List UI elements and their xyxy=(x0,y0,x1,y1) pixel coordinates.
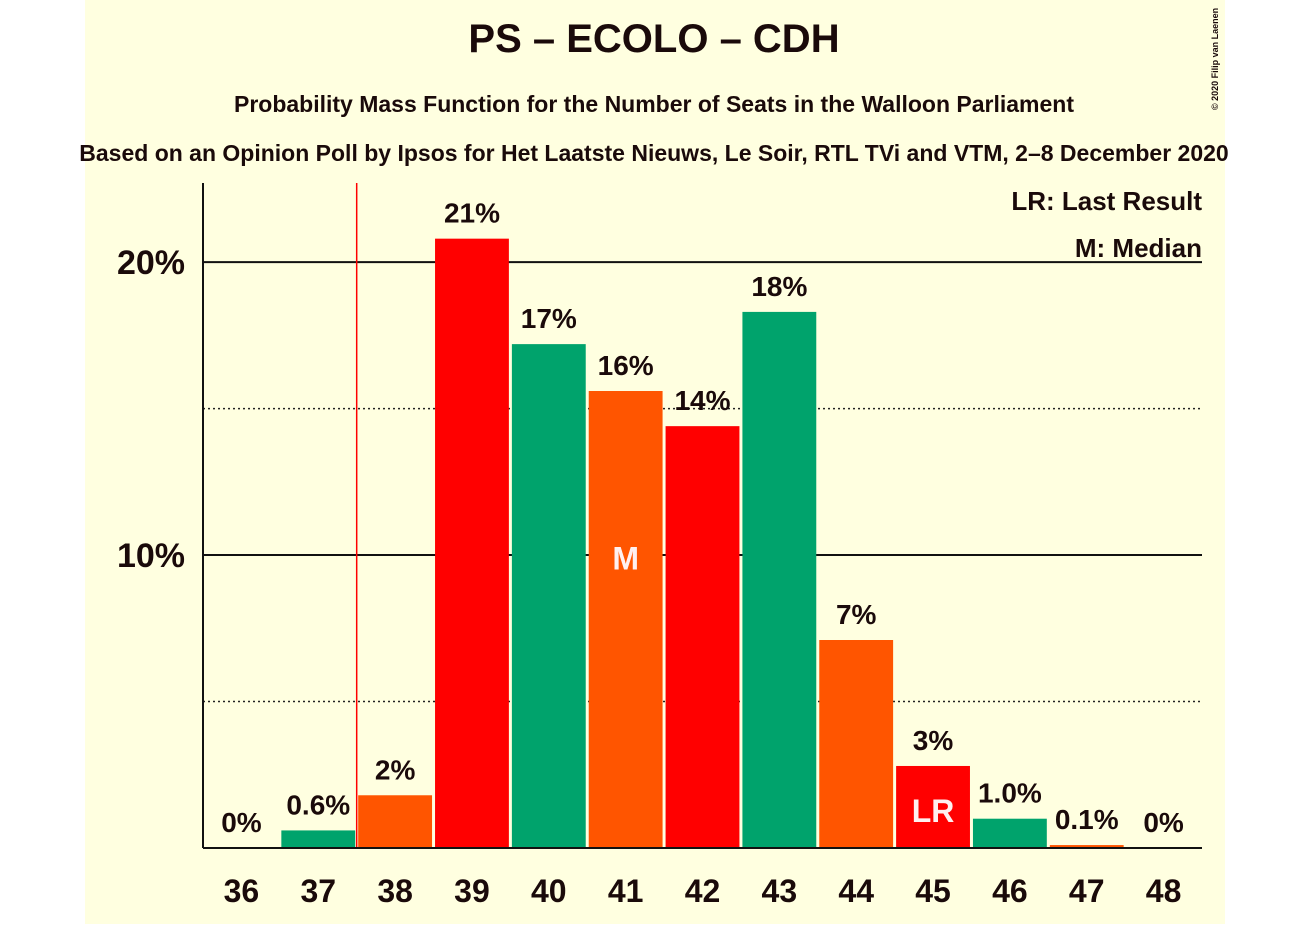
x-tick-label: 42 xyxy=(685,873,721,909)
x-tick-label: 36 xyxy=(224,873,260,909)
legend-entry: M: Median xyxy=(1075,233,1202,263)
value-label: 1.0% xyxy=(978,778,1042,809)
value-label: 3% xyxy=(913,725,954,756)
bar xyxy=(972,818,1047,848)
bar xyxy=(896,765,970,848)
bar xyxy=(742,311,817,848)
x-tick-label: 45 xyxy=(915,873,951,909)
x-tick-label: 47 xyxy=(1069,873,1105,909)
bar xyxy=(665,426,740,848)
x-tick-label: 39 xyxy=(454,873,490,909)
y-tick-label: 10% xyxy=(117,537,185,575)
value-label: 17% xyxy=(521,303,577,334)
value-label: 21% xyxy=(444,198,500,229)
x-tick-label: 46 xyxy=(992,873,1028,909)
value-label: 2% xyxy=(375,754,416,785)
x-tick-label: 38 xyxy=(377,873,413,909)
x-tick-label: 48 xyxy=(1146,873,1182,909)
x-tick-label: 37 xyxy=(300,873,336,909)
chart-title: PS – ECOLO – CDH xyxy=(468,17,839,61)
y-tick-label: 20% xyxy=(117,244,185,282)
bar xyxy=(435,238,509,849)
value-label: 16% xyxy=(598,350,654,381)
value-label: 7% xyxy=(836,599,877,630)
bar xyxy=(819,640,894,848)
bar xyxy=(281,830,356,848)
x-tick-label: 43 xyxy=(762,873,798,909)
bar xyxy=(511,344,586,848)
value-label: 0% xyxy=(1143,807,1184,838)
value-label: 0% xyxy=(221,807,262,838)
x-tick-label: 44 xyxy=(838,873,874,909)
annotation: M xyxy=(612,540,639,576)
chart-source: Based on an Opinion Poll by Ipsos for He… xyxy=(79,140,1228,166)
value-label: 0.6% xyxy=(286,789,350,820)
x-tick-label: 41 xyxy=(608,873,644,909)
legend-entry: LR: Last Result xyxy=(1011,186,1202,216)
value-label: 18% xyxy=(751,271,807,302)
x-tick-label: 40 xyxy=(531,873,567,909)
value-label: 14% xyxy=(674,385,730,416)
chart-subtitle: Probability Mass Function for the Number… xyxy=(234,91,1074,117)
bar xyxy=(1049,845,1124,848)
annotation: LR xyxy=(912,793,955,829)
value-label: 0.1% xyxy=(1055,804,1119,835)
copyright: © 2020 Filip van Laenen xyxy=(1210,8,1220,110)
bar xyxy=(588,390,663,848)
bar xyxy=(358,795,433,848)
